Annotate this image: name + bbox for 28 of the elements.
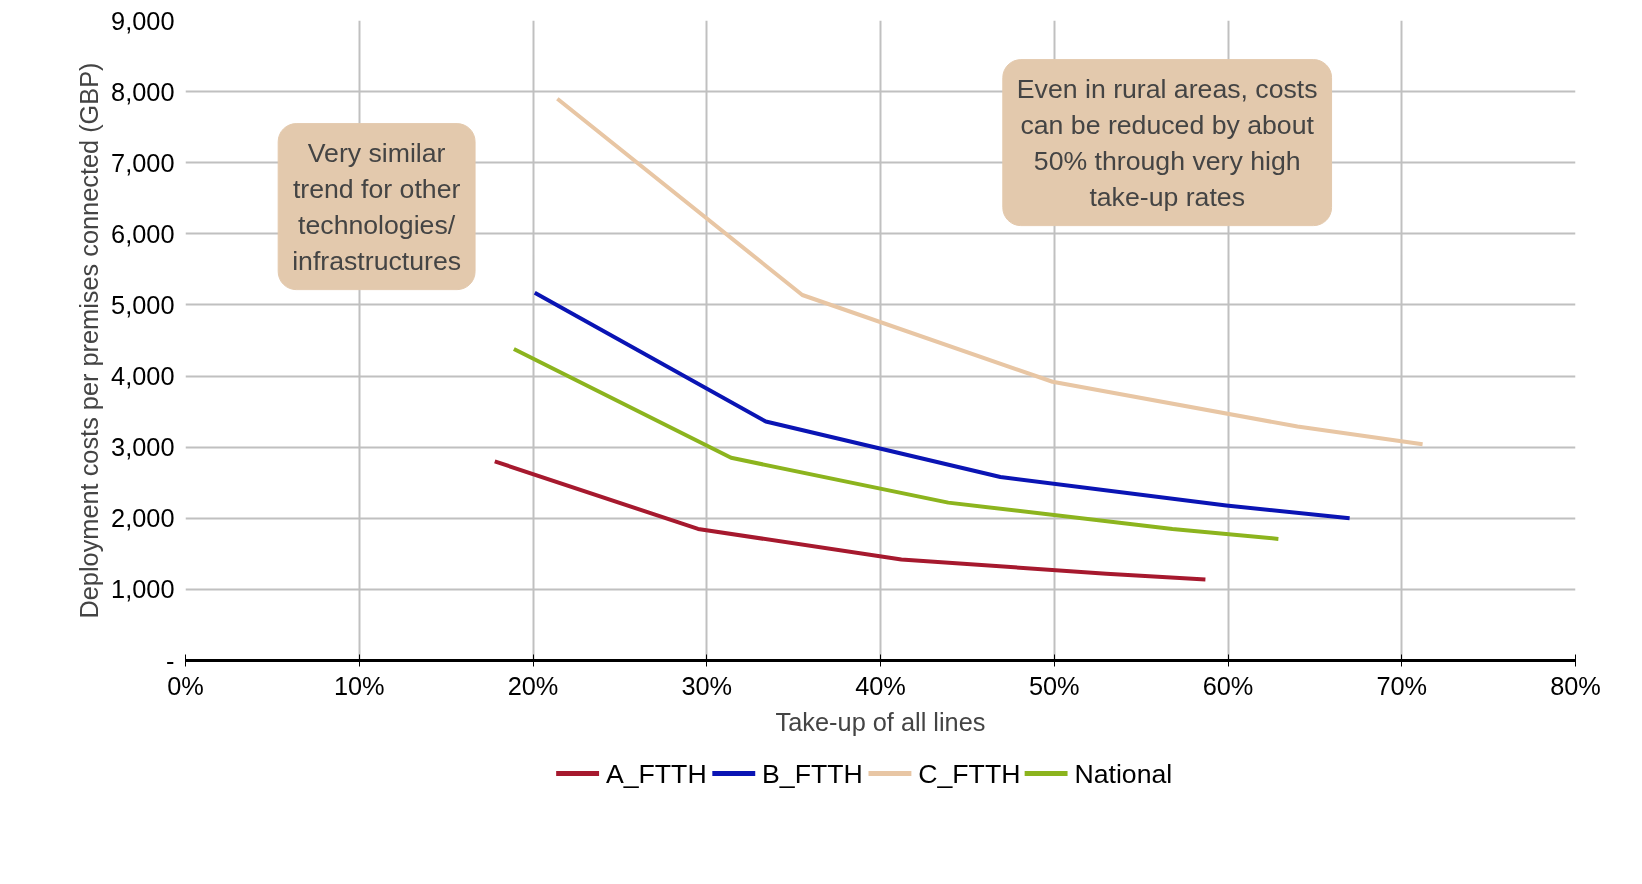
annotation: Very similar trend for other technologies/ infrastructures [292, 137, 462, 276]
x-tick-label: 50% [1028, 671, 1080, 700]
legend-label: C_FTTH [918, 758, 1021, 789]
y-tick-label: 8,000 [111, 77, 175, 106]
x-tick-label: 60% [1202, 671, 1254, 700]
x-tick-label: 30% [681, 671, 733, 700]
x-tick-label: 80% [1550, 671, 1601, 700]
line-series [532, 290, 1352, 521]
y-tick-label: 9,000 [111, 6, 175, 35]
line-series [511, 347, 1281, 541]
legend-label: A_FTTH [605, 758, 707, 789]
legend-label: National [1074, 758, 1173, 789]
x-tick-label: 20% [507, 671, 559, 700]
y-tick-label: 7,000 [111, 148, 175, 177]
x-tick-label: 70% [1376, 671, 1428, 700]
x-axis-title: Take-up of all lines [775, 707, 986, 736]
annotation: Even in rural areas, costs can be reduced by about 50% through very high take-up rates [1016, 73, 1318, 212]
y-tick-label: 3,000 [111, 433, 175, 462]
y-axis-title: Deployment costs per premises connected (GBP) [75, 62, 104, 619]
y-tick-label: 5,000 [111, 290, 175, 319]
legend-label: B_FTTH [762, 758, 863, 789]
y-tick-label: 4,000 [111, 362, 175, 391]
x-tick-label: 10% [333, 671, 385, 700]
y-tick-label: 1,000 [111, 575, 175, 604]
y-tick-label: 6,000 [111, 219, 175, 248]
line-series [492, 459, 1208, 582]
x-tick-label: 40% [855, 671, 906, 700]
y-tick-label: 2,000 [111, 504, 175, 533]
